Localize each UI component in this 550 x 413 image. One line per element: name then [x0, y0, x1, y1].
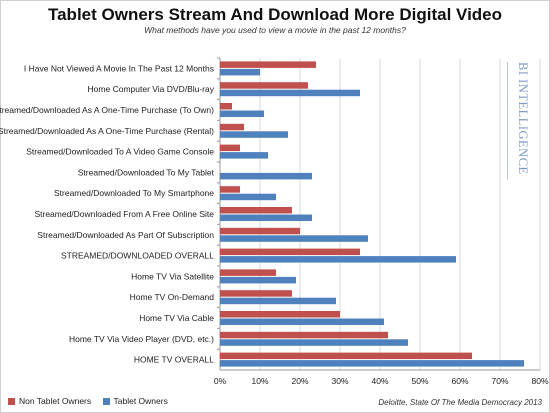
category-label: Home TV Via Video Player (DVD, etc.)	[69, 334, 214, 344]
bar-tablet-owners	[220, 339, 408, 346]
chart-subtitle: What methods have you used to view a mov…	[144, 25, 406, 35]
bar-tablet-owners	[220, 297, 336, 305]
category-label: Streamed/Downloaded To My Tablet	[78, 167, 215, 177]
bi-intelligence-watermark: BI INTELLIGENCE	[507, 62, 534, 180]
category-label: STREAMED/DOWNLOADED OVERALL	[61, 251, 214, 261]
legend-label-non-tablet-owners: Non Tablet Owners	[19, 396, 92, 406]
legend: Non Tablet Owners Tablet Owners	[8, 396, 177, 406]
x-tick-label: 60%	[451, 376, 468, 386]
bar-non-tablet-owners	[220, 207, 292, 214]
x-tick-label: 40%	[371, 376, 388, 386]
bar-tablet-owners	[220, 360, 524, 367]
legend-item-non-tablet-owners: Non Tablet Owners	[8, 396, 91, 406]
bar-tablet-owners	[220, 89, 360, 97]
bar-tablet-owners	[220, 172, 312, 180]
bar-tablet-owners	[220, 110, 264, 117]
bar-non-tablet-owners	[220, 186, 240, 193]
legend-item-tablet-owners: Tablet Owners	[102, 396, 168, 406]
bar-non-tablet-owners	[220, 82, 308, 89]
bar-non-tablet-owners	[220, 123, 244, 131]
category-label: HOME TV OVERALL	[134, 355, 214, 365]
x-tick-label: 80%	[531, 376, 548, 386]
legend-swatch-non-tablet-owners	[8, 398, 15, 405]
bar-tablet-owners	[220, 131, 288, 138]
category-label: Streamed/Downloaded As A One-Time Purcha…	[0, 126, 214, 136]
bar-non-tablet-owners	[220, 227, 300, 235]
bar-tablet-owners	[220, 256, 456, 263]
legend-label-tablet-owners: Tablet Owners	[113, 396, 168, 406]
category-label: Streamed/Downloaded To A Video Game Cons…	[26, 147, 214, 157]
bar-tablet-owners	[220, 193, 276, 201]
chart-title: Tablet Owners Stream And Download More D…	[47, 5, 503, 24]
watermark-text: BI INTELLIGENCE	[516, 62, 530, 175]
category-label: Home Computer Via DVD/Blu-ray	[88, 84, 215, 94]
bar-non-tablet-owners	[220, 290, 292, 297]
bar-non-tablet-owners	[220, 61, 316, 68]
category-label: Home TV Via Satellite	[131, 271, 214, 281]
bar-non-tablet-owners	[220, 103, 232, 110]
category-label: Home TV Via Cable	[139, 313, 214, 323]
bar-non-tablet-owners	[220, 311, 340, 318]
x-axis-ticks: 0% 10% 20% 30% 40% 50% 60% 70% 80%	[214, 376, 549, 386]
source-note: Deloitte, State Of The Media Democracy 2…	[378, 398, 542, 407]
bar-non-tablet-owners	[220, 248, 360, 256]
legend-swatch-tablet-owners	[102, 398, 110, 405]
category-label: Streamed/Downloaded To My Smartphone	[54, 188, 214, 198]
category-label: Streamed/Downloaded As Part Of Subscript…	[37, 230, 214, 240]
x-tick-label: 30%	[331, 376, 348, 386]
category-label: Streamed/Downloaded As A One-Time Purcha…	[0, 105, 214, 115]
category-labels: I Have Not Viewed A Movie In The Past 12…	[0, 63, 215, 364]
bar-tablet-owners	[220, 68, 260, 76]
x-tick-label: 20%	[291, 376, 308, 386]
x-tick-label: 70%	[491, 376, 508, 386]
bar-non-tablet-owners	[220, 269, 276, 276]
bars	[220, 61, 524, 367]
bar-tablet-owners	[220, 276, 296, 284]
bar-non-tablet-owners	[220, 144, 240, 152]
x-tick-label: 0%	[214, 376, 227, 386]
bar-tablet-owners	[220, 152, 268, 159]
category-label: Home TV On-Demand	[130, 292, 215, 302]
x-tick-label: 10%	[251, 376, 268, 386]
bar-tablet-owners	[220, 318, 384, 325]
bar-non-tablet-owners	[220, 331, 388, 339]
gridlines	[217, 57, 541, 371]
category-label: Streamed/Downloaded From A Free Online S…	[34, 209, 214, 219]
bar-non-tablet-owners	[220, 352, 472, 360]
x-tick-label: 50%	[411, 376, 428, 386]
category-label: I Have Not Viewed A Movie In The Past 12…	[24, 63, 214, 73]
bar-tablet-owners	[220, 214, 312, 221]
bar-tablet-owners	[220, 235, 368, 242]
